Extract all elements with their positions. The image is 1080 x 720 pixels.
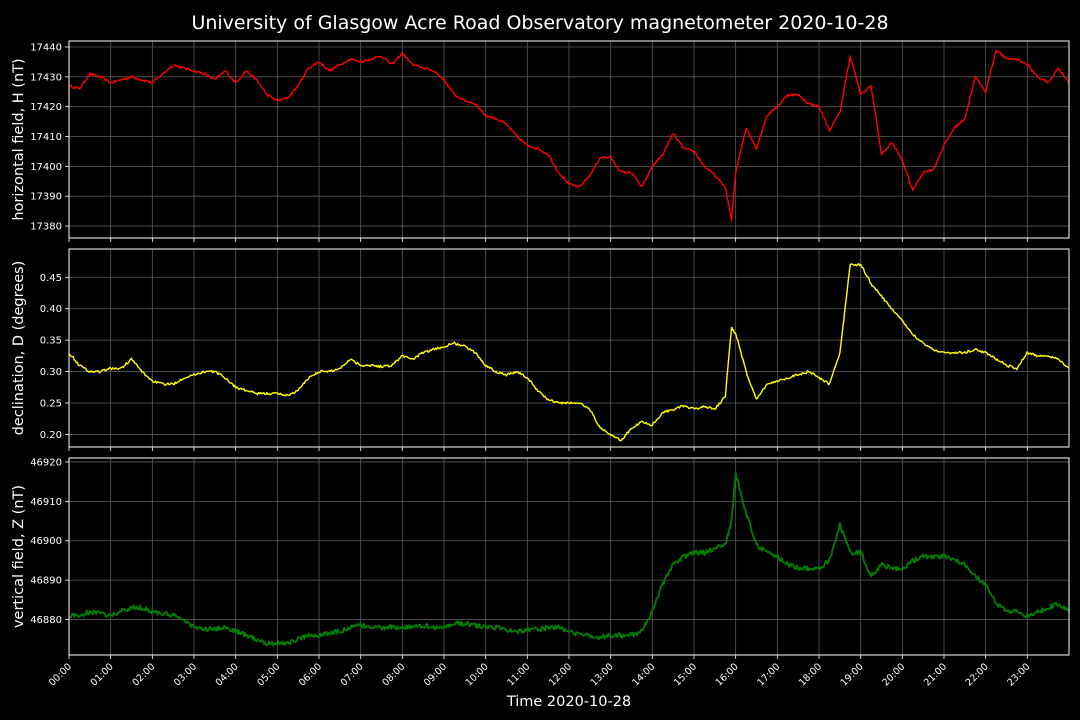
panel-h: 17380 17390 17400 17410 17420 17430 17440horiz…: [11, 40, 1070, 242]
panel-h-y-tick-label: 17390: [30, 192, 62, 203]
panel-h-frame: [68, 40, 1070, 239]
panel-h-y-tick-label: 17430: [30, 72, 62, 83]
x-axis-label: Time 2020-10-28: [506, 694, 631, 710]
panel-d-y-tick-label: 0.45: [40, 273, 62, 284]
panel-h-y-tick-label: 17400: [30, 162, 62, 173]
panel-z-frame: [68, 457, 1070, 656]
panel-z-y-tick-label: 46900: [30, 536, 62, 547]
panel-d: 0.20 0.25 0.30 0.35 0.40 0.45 declination, D (…: [11, 248, 1070, 451]
panel-z-y-tick-label: 46910: [30, 497, 62, 508]
panel-z-series-line: [68, 471, 1070, 647]
panel-h-y-axis-label: horizontal field, H (nT): [11, 58, 27, 220]
panel-z-y-tick-label: 46890: [30, 576, 62, 587]
panel-d-y-axis-label: declination, D (degrees): [11, 261, 27, 436]
panels: 17380 17390 17400 17410 17420 17430 17440horiz…: [11, 40, 1070, 688]
panel-h-series-line: [68, 49, 1070, 222]
panel-d-y-tick-label: 0.35: [40, 336, 62, 347]
panel-z: 46880 46890 46900 46910 46920 vertical field,…: [11, 457, 1070, 659]
panel-z-y-tick-label: 46880: [30, 615, 62, 626]
panel-z-y-axis-label: vertical field, Z (nT): [11, 485, 27, 628]
panel-d-y-tick-label: 0.25: [40, 399, 62, 410]
figure-title: University of Glasgow Acre Road Observat…: [191, 12, 888, 34]
panel-d-y-tick-label: 0.30: [40, 367, 62, 378]
panel-z-y-tick-label: 46920: [30, 457, 62, 468]
panel-h-y-tick-label: 17410: [30, 132, 62, 143]
panel-d-frame: [68, 248, 1070, 448]
panel-h-y-tick-label: 17380: [30, 222, 62, 233]
panel-h-y-tick-label: 17440: [30, 42, 62, 53]
panel-d-y-tick-label: 0.40: [40, 304, 62, 315]
panel-h-y-tick-label: 17420: [30, 102, 62, 113]
panel-d-y-tick-label: 0.20: [40, 430, 62, 441]
panel-d-series-line: [68, 263, 1070, 442]
